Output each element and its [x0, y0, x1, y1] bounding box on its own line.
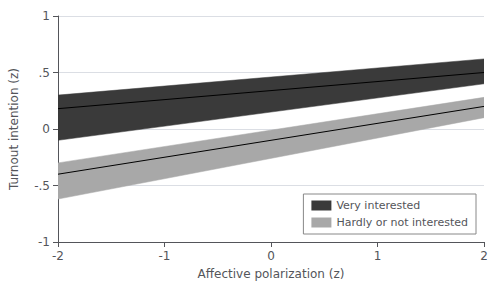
svg-text:Affective polarization (z): Affective polarization (z) [198, 267, 345, 281]
svg-text:Very interested: Very interested [336, 199, 420, 212]
svg-text:1: 1 [42, 9, 50, 23]
svg-text:0: 0 [267, 249, 275, 263]
svg-text:Hardly or not interested: Hardly or not interested [336, 216, 468, 229]
svg-text:-2: -2 [52, 249, 64, 263]
svg-text:-.5: -.5 [34, 179, 50, 193]
svg-text:-1: -1 [38, 235, 50, 249]
svg-text:1: 1 [374, 249, 382, 263]
svg-text:Turnout intention (z): Turnout intention (z) [7, 68, 21, 191]
svg-text:-1: -1 [159, 249, 171, 263]
svg-text:.5: .5 [39, 66, 50, 80]
svg-text:2: 2 [480, 249, 488, 263]
svg-text:0: 0 [42, 122, 50, 136]
